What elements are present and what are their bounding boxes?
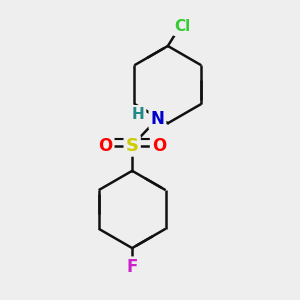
Text: F: F bbox=[127, 258, 138, 276]
Text: Cl: Cl bbox=[175, 19, 191, 34]
Text: N: N bbox=[151, 110, 164, 128]
Text: O: O bbox=[152, 136, 166, 154]
Text: O: O bbox=[98, 136, 112, 154]
Text: S: S bbox=[126, 136, 139, 154]
Text: H: H bbox=[132, 107, 145, 122]
